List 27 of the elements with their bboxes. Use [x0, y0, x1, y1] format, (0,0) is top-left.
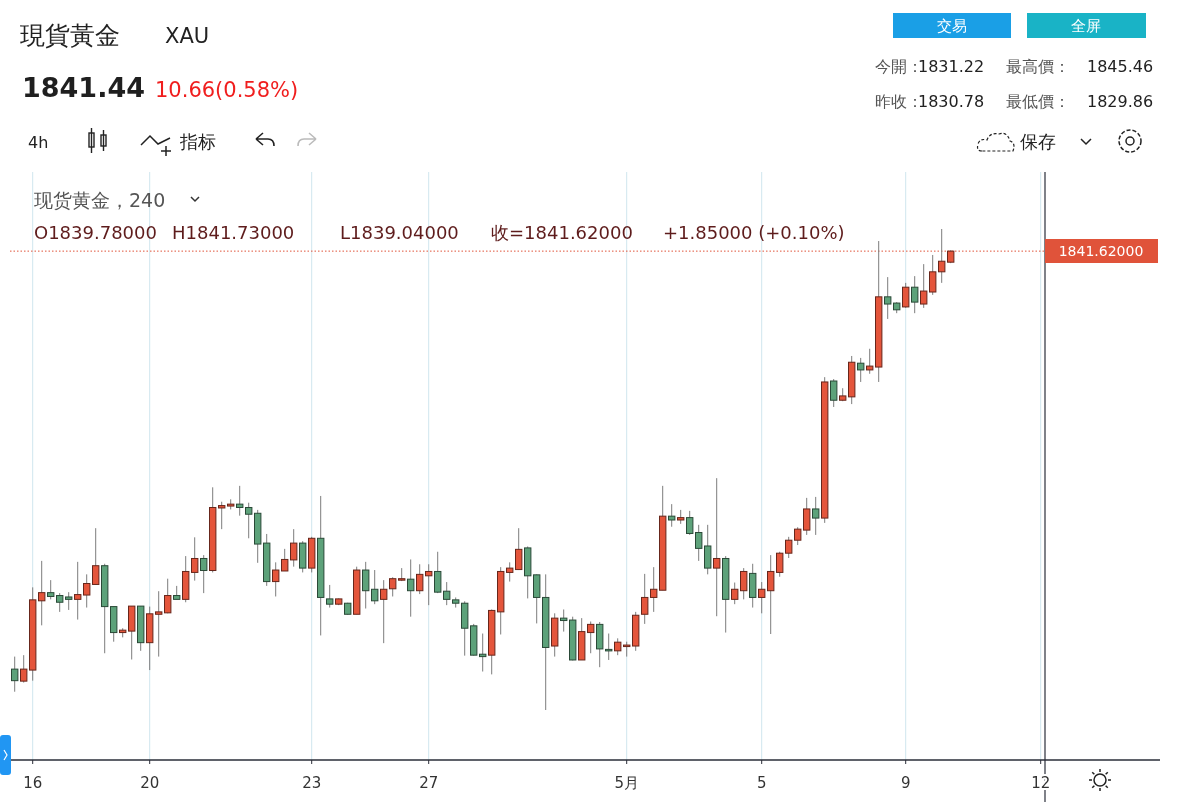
text: 指标 — [179, 131, 216, 152]
x-tick-label: 27 — [419, 774, 439, 792]
annotation: +1.85000 (+0.10%) — [663, 222, 845, 243]
text: 最高價： — [1006, 57, 1070, 76]
chart-subtitle: XAU — [165, 24, 210, 48]
text: 保存 — [1020, 131, 1056, 152]
annotation: 收=1841.62000 — [491, 222, 633, 243]
x-tick-label: 23 — [302, 774, 322, 792]
annotation: L1839.04000 — [340, 222, 459, 243]
text: 4h — [28, 133, 49, 152]
x-tick-label: 9 — [900, 774, 911, 792]
text: 1845.46 — [1087, 57, 1154, 76]
x-tick-label: 20 — [140, 774, 160, 792]
annotation: H1841.73000 — [172, 222, 295, 243]
text: 10.66(0.58%) — [155, 78, 299, 102]
text: 最低價： — [1006, 92, 1070, 111]
x-tick-label: 5 — [756, 774, 767, 792]
text: 1841.44 — [22, 72, 145, 103]
annotation: O1839.78000 — [34, 222, 157, 243]
chart-title: 現貨黃金 — [20, 21, 120, 50]
text: 现货黄金，240 — [34, 189, 166, 211]
text: 1829.86 — [1087, 92, 1154, 111]
x-tick-label: 16 — [23, 774, 43, 792]
text: 全屏 — [1071, 17, 1101, 35]
x-tick-label: 5月 — [614, 774, 639, 792]
text: 交易 — [937, 17, 967, 35]
text: 1841.62000 — [1058, 243, 1144, 259]
